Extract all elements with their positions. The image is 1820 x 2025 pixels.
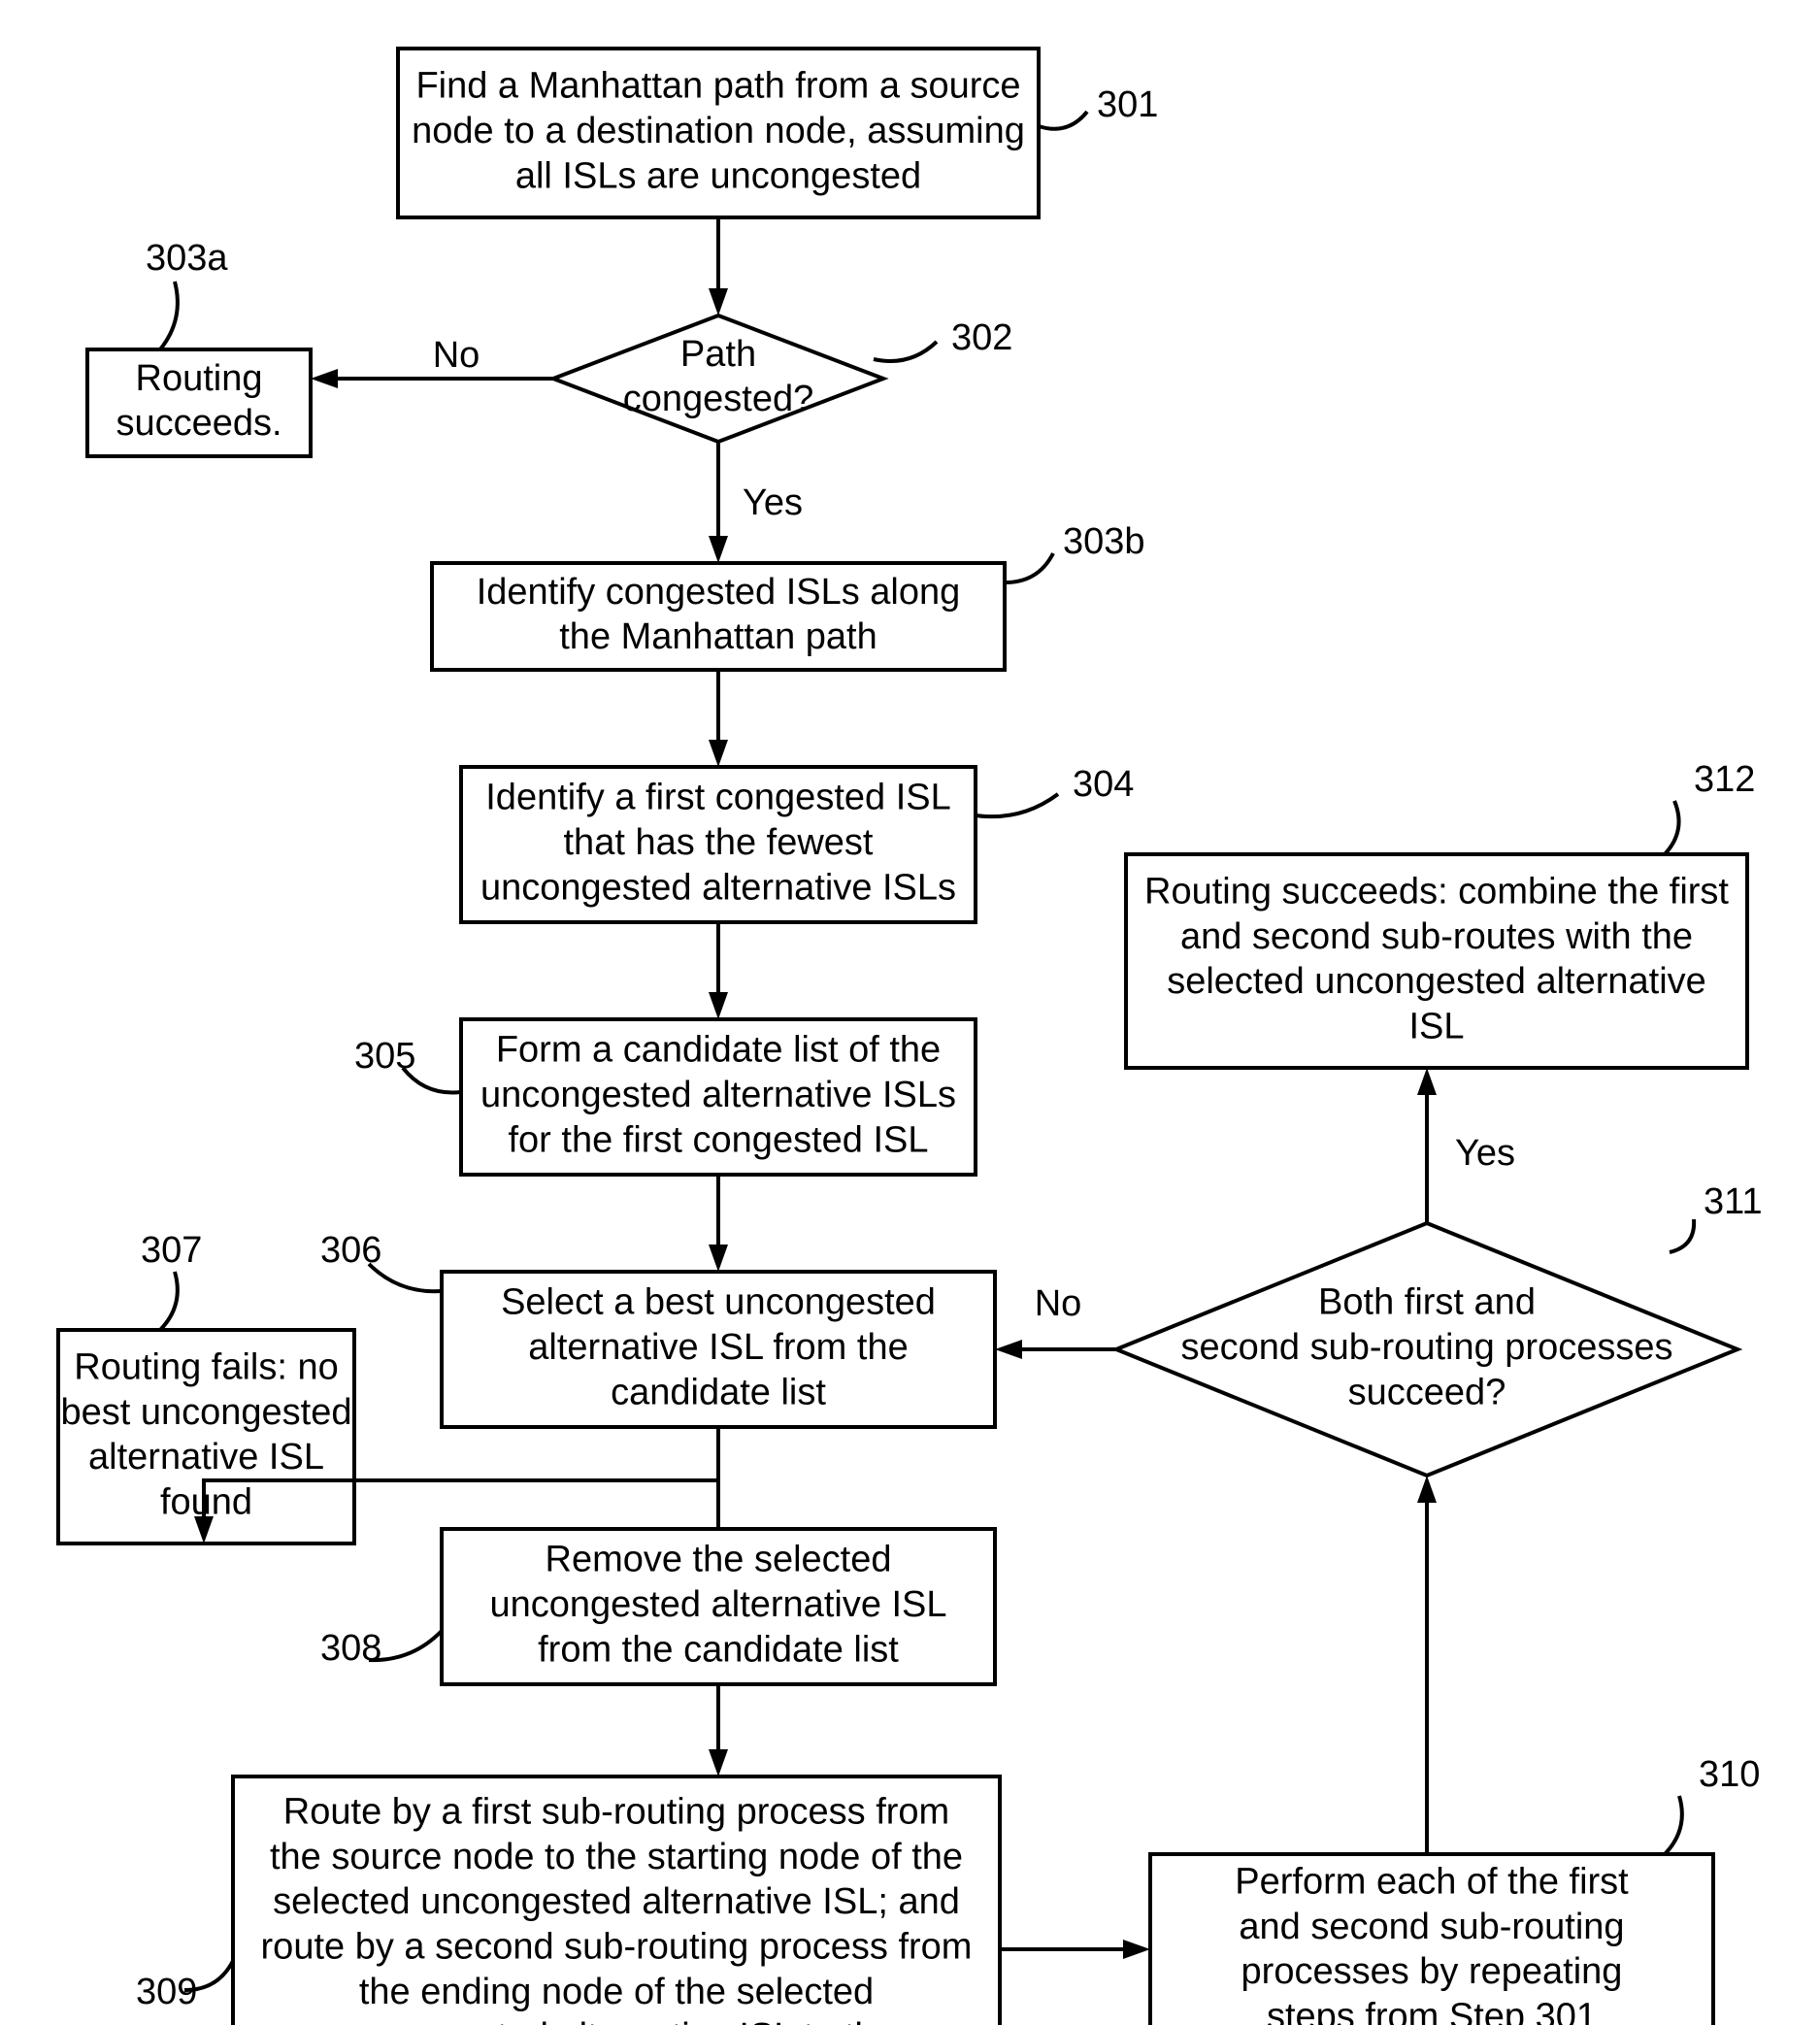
n304-leader (976, 794, 1058, 816)
edge-label-n311-n312: Yes (1455, 1133, 1515, 1174)
n302-leader (874, 342, 937, 361)
n309-text: Route by a first sub-routing process fro… (261, 1791, 973, 2025)
n308-text: Remove the selecteduncongested alternati… (489, 1540, 946, 1671)
n305-text: Form a candidate list of theuncongested … (480, 1030, 956, 1161)
n303a-leader (160, 282, 178, 349)
n303b-leader (1005, 553, 1053, 582)
n312-ref: 312 (1694, 759, 1755, 800)
n301-leader (1039, 112, 1087, 129)
edge-label-n302-n303b: Yes (743, 482, 803, 523)
n308-ref: 308 (320, 1628, 381, 1669)
n311-leader (1670, 1219, 1694, 1252)
n310-ref: 310 (1699, 1754, 1760, 1795)
n302-ref: 302 (951, 317, 1012, 358)
n309-ref: 309 (136, 1972, 197, 2012)
edge-label-n311-n306: No (1035, 1283, 1082, 1324)
edge-label-n302-n303a: No (433, 335, 480, 376)
n311-ref: 311 (1704, 1181, 1763, 1222)
n301-ref: 301 (1097, 84, 1158, 125)
n310-text: Perform each of the firstand second sub-… (1235, 1861, 1629, 2025)
n303a-ref: 303a (146, 238, 228, 279)
n310-leader (1665, 1796, 1682, 1854)
n312-leader (1665, 801, 1679, 854)
n304-ref: 304 (1073, 764, 1134, 805)
n303b-ref: 303b (1063, 521, 1145, 562)
n307-ref: 307 (141, 1230, 202, 1271)
n307-leader (160, 1272, 178, 1330)
n306-ref: 306 (320, 1230, 381, 1271)
